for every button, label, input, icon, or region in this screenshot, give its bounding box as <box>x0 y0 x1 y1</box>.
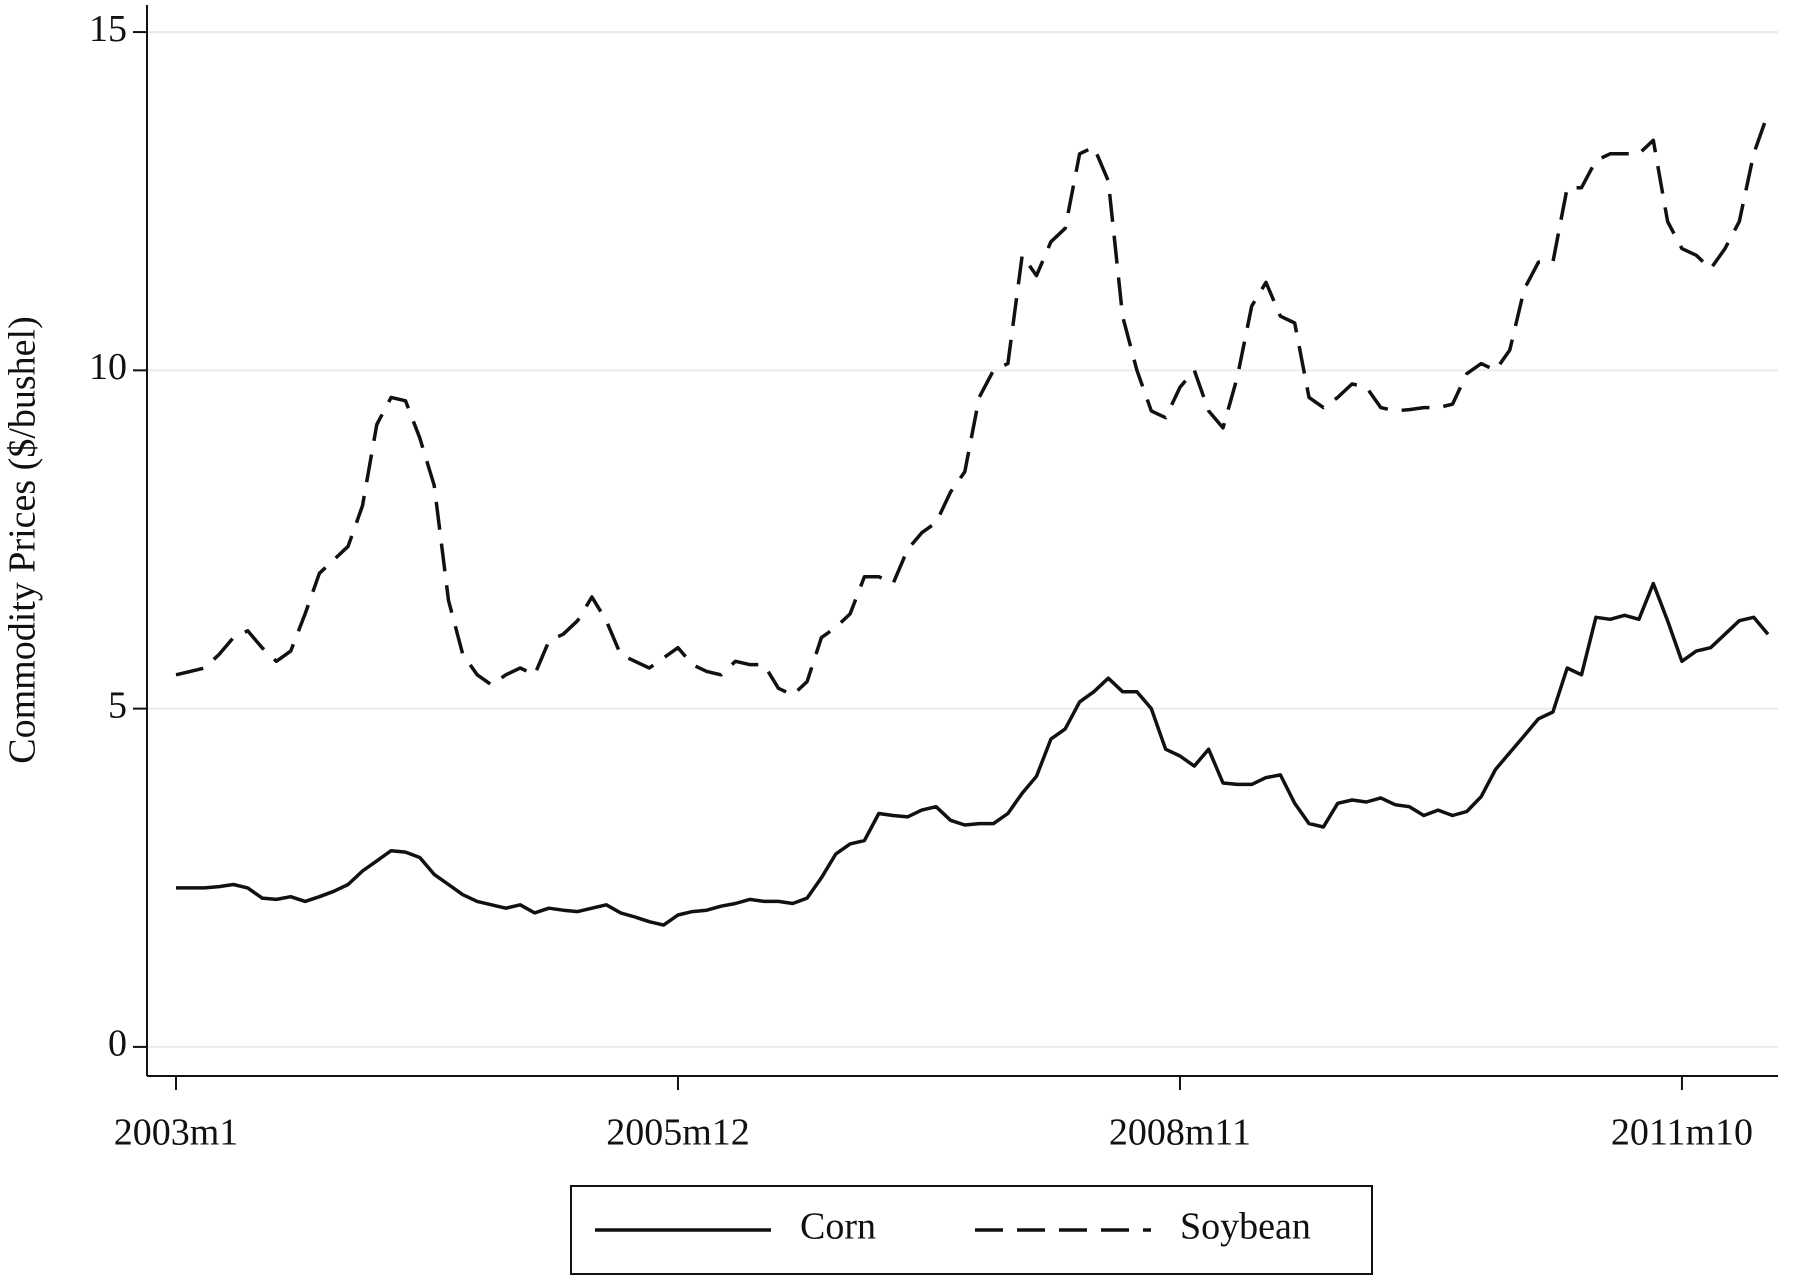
legend-label: Corn <box>800 1206 876 1248</box>
y-tick-label: 5 <box>108 684 127 726</box>
y-axis-label: Commodity Prices ($/bushel) <box>2 316 44 764</box>
x-tick-label: 2008m11 <box>1109 1112 1251 1154</box>
x-tick-label: 2003m1 <box>114 1112 239 1154</box>
y-tick-label: 0 <box>108 1023 127 1065</box>
y-tick-label: 15 <box>89 8 127 50</box>
line-series <box>176 581 1770 927</box>
x-tick-label: 2005m12 <box>606 1112 750 1154</box>
legend-label: Soybean <box>1180 1206 1311 1248</box>
x-tick-label: 2011m10 <box>1611 1112 1753 1154</box>
line-series <box>175 112 1770 697</box>
y-tick-label: 10 <box>89 346 127 388</box>
